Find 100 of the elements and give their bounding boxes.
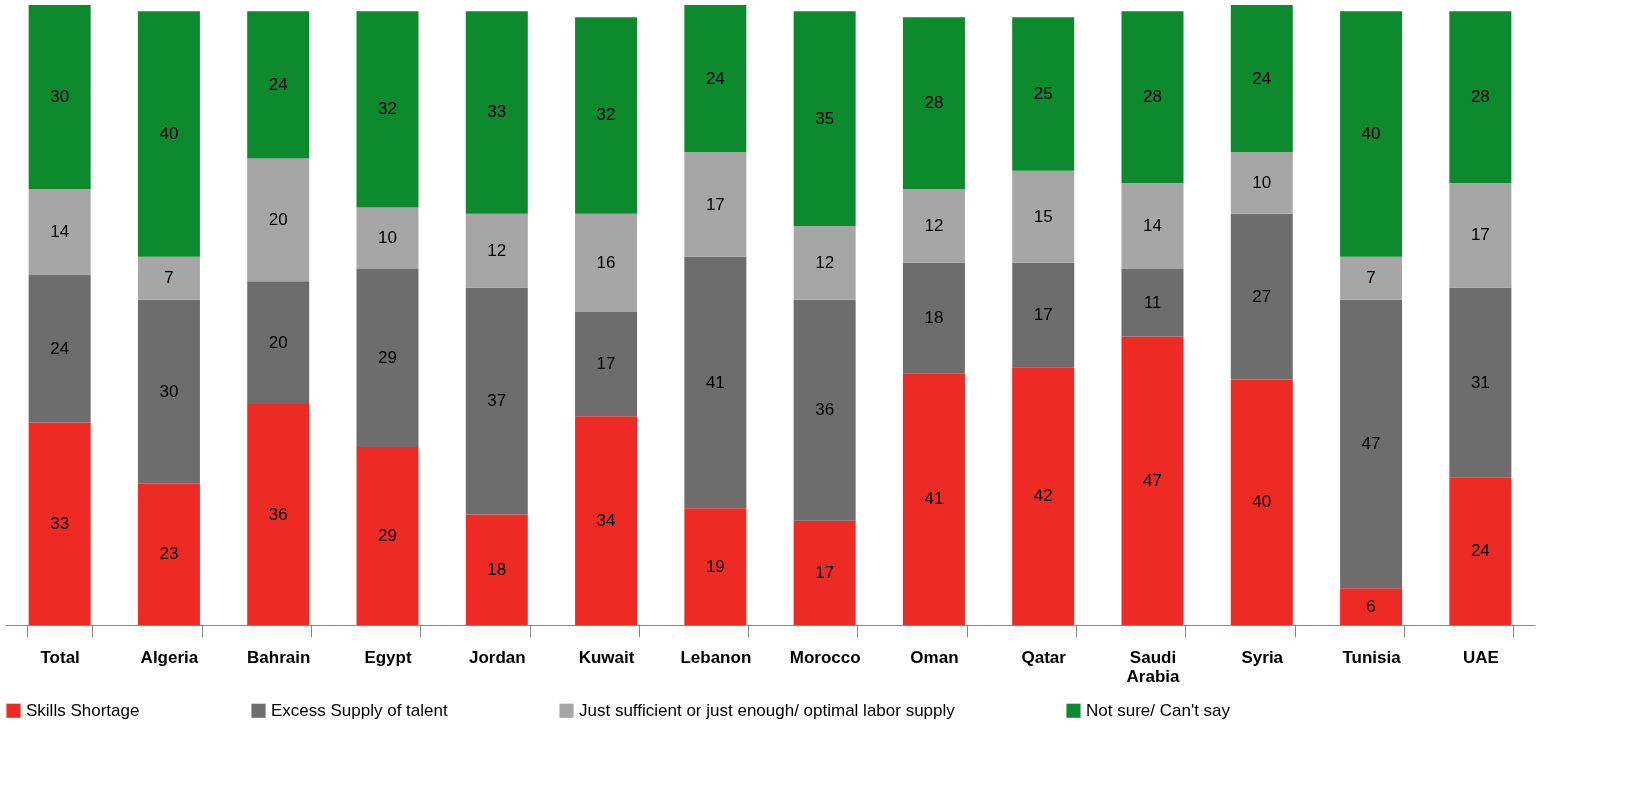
bar xyxy=(356,207,419,269)
data-label: 10 xyxy=(378,228,397,248)
bar xyxy=(684,152,747,257)
data-label: 41 xyxy=(705,372,725,392)
data-label: 28 xyxy=(924,93,944,113)
bar xyxy=(465,514,528,625)
data-label: 35 xyxy=(815,108,835,128)
bar xyxy=(575,213,638,312)
bar xyxy=(793,299,856,521)
bar xyxy=(465,11,528,214)
bar xyxy=(1012,262,1075,368)
data-label: 10 xyxy=(1252,173,1272,193)
bar xyxy=(1230,5,1293,153)
data-label: 14 xyxy=(1143,215,1162,235)
bar xyxy=(902,17,965,190)
data-label: 37 xyxy=(487,390,507,410)
bar xyxy=(1449,183,1512,288)
data-label: 29 xyxy=(378,347,397,367)
data-label: 47 xyxy=(1143,470,1162,490)
data-label: 7 xyxy=(1366,268,1376,288)
bar xyxy=(1340,11,1403,257)
bar xyxy=(575,17,638,214)
data-label: 23 xyxy=(159,544,179,564)
data-label: 24 xyxy=(1470,541,1490,561)
legend-label: Just sufficient or just enough/ optimal labor supply xyxy=(579,700,956,720)
bar xyxy=(793,11,856,226)
data-label: 15 xyxy=(1033,206,1053,226)
bar xyxy=(28,422,91,625)
x-tick-label: Saudi Arabia xyxy=(1126,647,1180,686)
bar xyxy=(1230,152,1293,214)
x-tick-label: Oman xyxy=(910,647,959,667)
bar xyxy=(1121,268,1184,337)
data-label: 24 xyxy=(50,338,70,358)
data-label: 40 xyxy=(1361,123,1381,143)
bar xyxy=(1230,213,1293,380)
x-tick-label: Morocco xyxy=(789,647,861,667)
bar xyxy=(247,281,310,405)
bar xyxy=(684,256,747,509)
data-label: 12 xyxy=(815,252,835,272)
bar xyxy=(247,158,310,282)
bar xyxy=(1340,299,1403,589)
data-label: 40 xyxy=(159,123,179,143)
data-label: 33 xyxy=(50,513,70,533)
data-label: 24 xyxy=(1252,68,1272,88)
legend-label: Skills Shortage xyxy=(26,700,140,720)
bar xyxy=(247,11,310,159)
bar xyxy=(137,256,200,300)
bar xyxy=(28,275,91,423)
bar xyxy=(1012,17,1075,171)
data-label: 25 xyxy=(1033,84,1053,104)
bar xyxy=(1121,183,1184,269)
bar xyxy=(902,262,965,374)
data-label: 17 xyxy=(815,562,835,582)
bar xyxy=(247,404,310,625)
data-label: 32 xyxy=(596,105,616,125)
data-label: 17 xyxy=(705,194,725,214)
data-label: 30 xyxy=(159,381,179,401)
data-label: 20 xyxy=(268,332,288,352)
data-label: 30 xyxy=(50,87,70,107)
data-label: 28 xyxy=(1470,87,1490,107)
x-tick-label: Syria xyxy=(1241,647,1284,667)
x-tick-label: UAE xyxy=(1462,647,1499,667)
data-label: 12 xyxy=(487,240,507,260)
bar xyxy=(1449,477,1512,625)
data-label: 36 xyxy=(268,504,288,524)
data-label: 24 xyxy=(705,68,725,88)
x-tick-label: Bahrain xyxy=(247,647,311,667)
x-tick-label: Tunisia xyxy=(1342,647,1402,667)
bar xyxy=(1012,170,1075,263)
data-label: 24 xyxy=(268,74,288,94)
x-tick-label: Kuwait xyxy=(578,647,635,667)
data-label: 17 xyxy=(1470,225,1490,245)
data-label: 7 xyxy=(164,268,174,288)
x-tick-label: Total xyxy=(40,647,80,667)
data-label: 11 xyxy=(1143,292,1162,312)
bar xyxy=(793,520,856,625)
bar xyxy=(1121,336,1184,625)
data-label: 42 xyxy=(1033,486,1053,506)
bar xyxy=(575,416,638,625)
bar xyxy=(575,311,638,417)
data-label: 27 xyxy=(1252,286,1272,306)
data-label: 41 xyxy=(924,489,944,509)
bar xyxy=(356,11,419,208)
bar xyxy=(902,373,965,625)
data-label: 40 xyxy=(1252,492,1272,512)
bar xyxy=(902,189,965,263)
legend-label: Not sure/ Can't say xyxy=(1086,700,1231,720)
data-label: 18 xyxy=(487,559,507,579)
legend-label: Excess Supply of talent xyxy=(271,700,448,720)
data-label: 17 xyxy=(1033,305,1053,324)
bar xyxy=(1230,379,1293,625)
data-label: 18 xyxy=(924,308,944,328)
bar xyxy=(137,483,200,625)
bar xyxy=(28,189,91,276)
bar xyxy=(684,508,747,625)
bar xyxy=(137,299,200,484)
data-label: 32 xyxy=(378,99,397,119)
x-tick-label: Jordan xyxy=(468,647,526,667)
data-label: 19 xyxy=(705,556,725,576)
data-label: 29 xyxy=(378,525,397,545)
